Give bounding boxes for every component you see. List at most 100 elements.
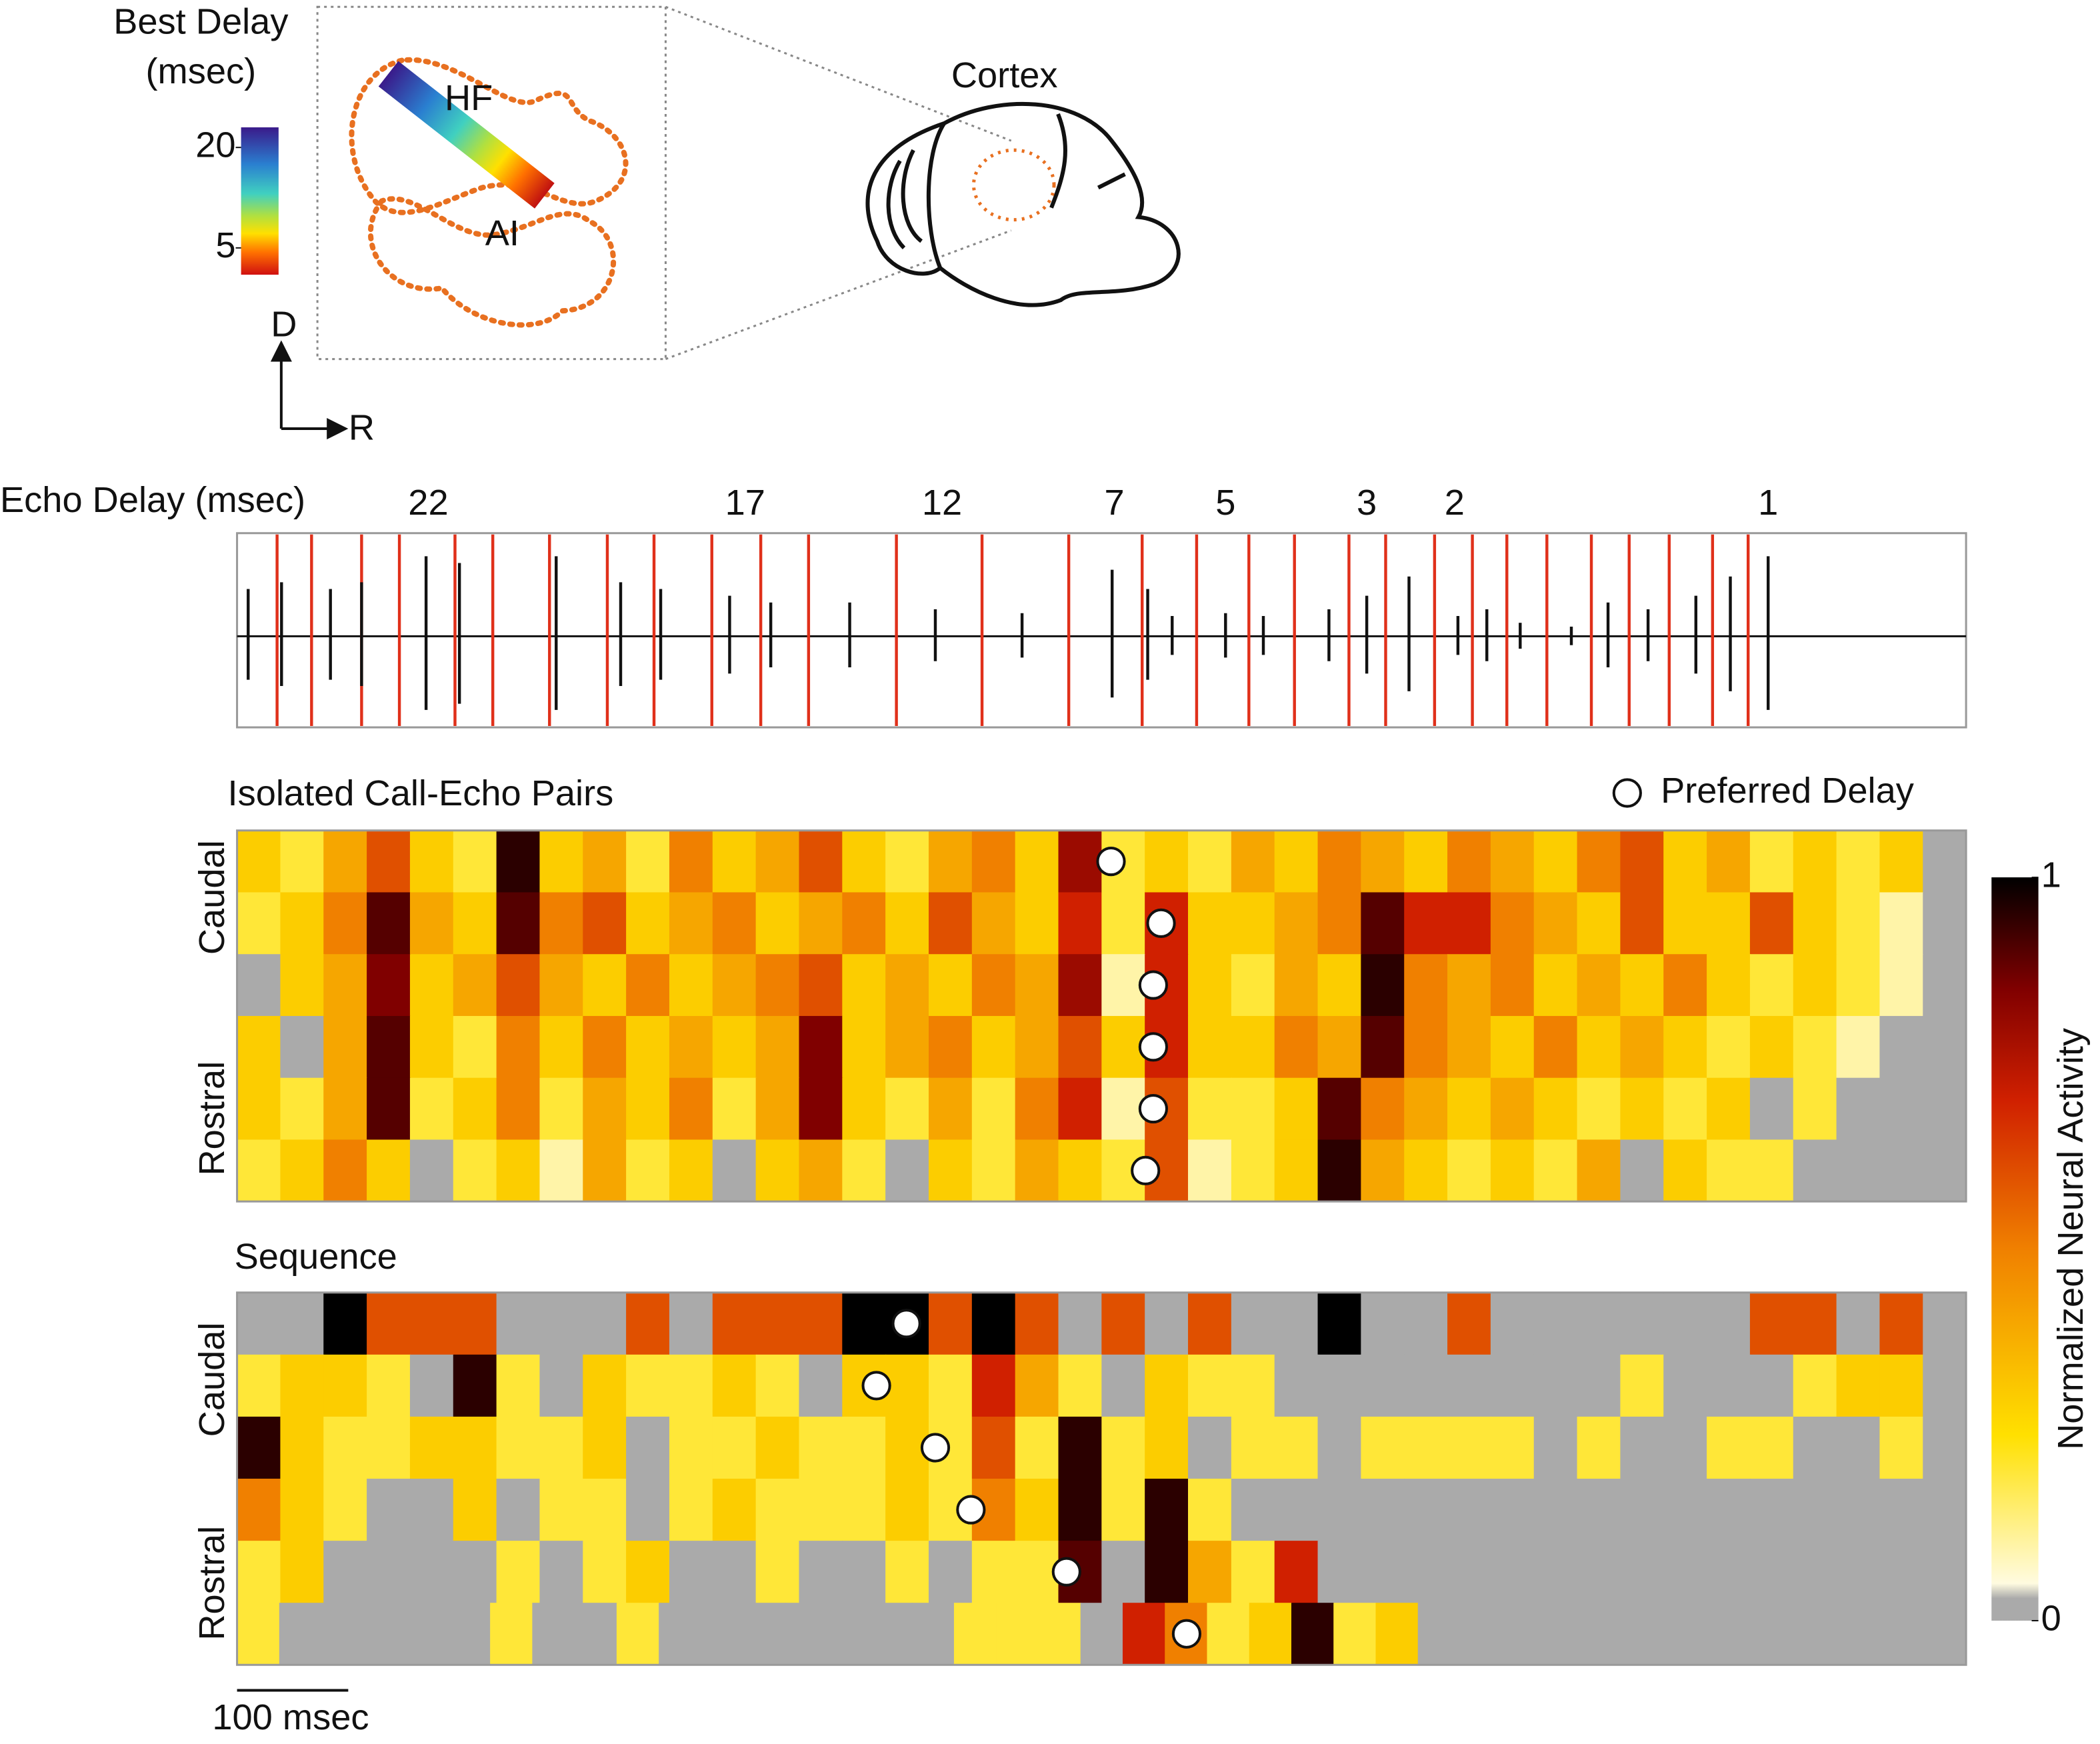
heatmap-cell: [1707, 1541, 1751, 1604]
heatmap-frame: [236, 829, 1967, 1203]
heatmap-cell: [1274, 1077, 1319, 1141]
heatmap-cell: [1038, 1603, 1081, 1666]
heatmap-cell: [1793, 1015, 1837, 1079]
heatmap-cell: [1923, 1139, 1967, 1203]
heatmap-cell: [237, 1541, 281, 1604]
heatmap-cell: [1447, 1139, 1492, 1203]
heatmap-cell: [405, 1603, 449, 1666]
heatmap-cell: [1663, 1479, 1708, 1542]
heatmap-cell: [1361, 954, 1405, 1017]
brain-sulcus: [1097, 172, 1126, 190]
heatmap-cell: [1707, 1139, 1751, 1203]
heatmap-cell: [1620, 1479, 1665, 1542]
heatmap-cell: [1836, 1139, 1881, 1203]
heatmap-cell: [496, 1077, 541, 1141]
heatmap-cell: [1145, 830, 1189, 893]
heatmap-cell: [1404, 1541, 1449, 1604]
heatmap-cell: [885, 892, 930, 955]
heatmap-cell: [1836, 892, 1881, 955]
heatmap-cell: [363, 1603, 407, 1666]
heatmap-cell: [1207, 1603, 1250, 1666]
heatmap-cell: [1249, 1603, 1293, 1666]
heatmap-cell: [1533, 1354, 1578, 1418]
heatmap-cell: [1707, 1077, 1751, 1141]
heatmap-cell: [755, 1292, 800, 1356]
heatmap-cell: [1058, 1015, 1103, 1079]
heatmap-cell: [1015, 1015, 1059, 1079]
heatmap-cell: [1188, 954, 1233, 1017]
heatmap-cell: [885, 1015, 930, 1079]
heatmap-cell: [712, 1416, 757, 1480]
heatmap-cell: [490, 1603, 533, 1666]
heatmap-cell: [1502, 1603, 1545, 1666]
heatmap-cell: [1879, 830, 1924, 893]
region-label: HF: [445, 78, 493, 118]
heatmap-cell: [1274, 1015, 1319, 1079]
heatmap-cell: [1058, 1077, 1103, 1141]
row-label: Rostral: [192, 1061, 232, 1176]
heatmap-cell: [1793, 954, 1837, 1017]
heatmap-cell: [1620, 1541, 1665, 1604]
heatmap-cell: [712, 892, 757, 955]
preferred-delay-marker: [891, 1309, 921, 1339]
preferred-delay-marker: [1096, 846, 1126, 877]
heatmap-cell: [539, 1541, 584, 1604]
heatmap-cell: [928, 1015, 973, 1079]
heatmap-cell: [971, 1077, 1016, 1141]
heatmap-cell: [583, 830, 627, 893]
heatmap-cell: [1188, 1077, 1233, 1141]
heatmap-cell: [1749, 1139, 1794, 1203]
heatmap-cell: [971, 1015, 1016, 1079]
heatmap-cell: [1231, 1015, 1275, 1079]
heatmap-cell: [799, 1416, 843, 1480]
heatmap-cell: [1923, 1354, 1967, 1418]
heatmap-cell: [409, 1354, 454, 1418]
heatmap-cell: [1361, 892, 1405, 955]
heatmap-cell: [1629, 1603, 1672, 1666]
heatmap-cell: [1533, 830, 1578, 893]
heatmap-cell: [1663, 892, 1708, 955]
heatmap-cell: [321, 1603, 365, 1666]
best-delay-tick-label: 20: [195, 125, 235, 165]
heatmap-cell: [669, 1292, 714, 1356]
heatmap-cell: [1836, 1077, 1881, 1141]
heatmap-cell: [1879, 954, 1924, 1017]
heatmap-cell: [755, 1139, 800, 1203]
heatmap-cell: [1793, 892, 1837, 955]
heatmap-cell: [1447, 1541, 1492, 1604]
heatmap-cell: [1447, 954, 1492, 1017]
heatmap-cell: [755, 954, 800, 1017]
heatmap-cell: [1447, 1077, 1492, 1141]
preferred-delay-marker: [1138, 1032, 1168, 1062]
heatmap-cell: [1707, 1292, 1751, 1356]
heatmap-cell: [323, 1139, 368, 1203]
heatmap-cell: [1317, 954, 1362, 1017]
heatmap-cell: [1015, 1077, 1059, 1141]
heatmap-cell: [1577, 830, 1621, 893]
heatmap-cell: [323, 954, 368, 1017]
heatmap-cell: [280, 830, 325, 893]
heatmap-cell: [953, 1603, 997, 1666]
heatmap-cell: [1058, 892, 1103, 955]
heatmap-cell: [1015, 954, 1059, 1017]
heatmap-cell: [1707, 1015, 1751, 1079]
heatmap-cell: [1836, 1541, 1881, 1604]
heatmap-cell: [1533, 1139, 1578, 1203]
heatmap-cell: [928, 830, 973, 893]
heatmap-cell: [323, 1416, 368, 1480]
heatmap-cell: [1879, 1416, 1924, 1480]
heatmap-cell: [496, 1015, 541, 1079]
brain-drawing: [865, 101, 1181, 307]
heatmap-cell: [799, 1139, 843, 1203]
heatmap-cell: [583, 1139, 627, 1203]
heatmap-cell: [1058, 1292, 1103, 1356]
heatmap-cell: [323, 830, 368, 893]
heatmap-cell: [1663, 1354, 1708, 1418]
heatmap-cell: [785, 1603, 829, 1666]
heatmap-cell: [1836, 954, 1881, 1017]
heatmap-cell: [1058, 830, 1103, 893]
heatmap-cell: [1188, 1015, 1233, 1079]
heatmap-cell: [755, 1479, 800, 1542]
heatmap-cell: [626, 1015, 671, 1079]
